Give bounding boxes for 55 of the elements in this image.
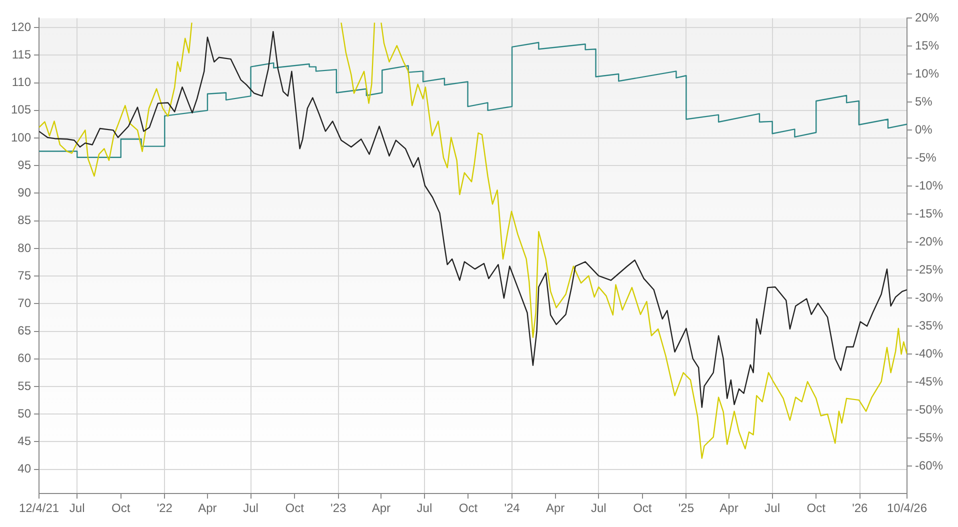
y-tick-label: 95 xyxy=(18,158,32,172)
y2-tick-label: 5% xyxy=(914,94,933,109)
y2-tick-label: 10% xyxy=(914,66,940,81)
y2-tick-label: -45% xyxy=(914,374,944,388)
x-tick-label: 12/4/21 xyxy=(19,501,60,516)
y-tick-label: 75 xyxy=(18,268,32,282)
y2-tick-label: -5% xyxy=(914,150,937,164)
x-tick-label: Jul xyxy=(590,501,606,516)
x-tick-label: '22 xyxy=(156,501,173,516)
y-tick-label: 70 xyxy=(18,296,32,310)
y2-tick-label: -20% xyxy=(914,234,944,248)
x-tick-label: Apr xyxy=(720,501,738,516)
x-tick-label: Oct xyxy=(458,501,478,516)
x-tick-label: Jul xyxy=(764,501,780,516)
x-tick-label: Apr xyxy=(372,501,391,516)
y-tick-label: 105 xyxy=(10,102,32,117)
y2-tick-label: -40% xyxy=(914,346,944,360)
y-tick-label: 60 xyxy=(18,351,32,366)
y2-tick-label: -60% xyxy=(914,458,944,472)
y2-tick-label: 15% xyxy=(914,38,940,53)
y2-tick-label: -55% xyxy=(914,430,944,444)
x-tick-label: Oct xyxy=(285,501,305,516)
x-tick-label: Jul xyxy=(243,501,258,516)
y-tick-label: 115 xyxy=(12,48,32,62)
y2-tick-label: -50% xyxy=(914,402,944,416)
x-tick-label: Oct xyxy=(806,501,826,516)
x-tick-label: '23 xyxy=(330,501,346,516)
x-tick-label: 10/4/26 xyxy=(886,501,928,516)
y-tick-label: 80 xyxy=(18,240,32,255)
x-tick-label: Oct xyxy=(112,501,131,516)
y2-tick-label: -10% xyxy=(914,178,944,192)
y-tick-label: 85 xyxy=(18,213,32,228)
x-tick-label: '24 xyxy=(504,501,520,516)
x-tick-label: Apr xyxy=(546,501,565,516)
y-tick-label: 100 xyxy=(10,130,32,144)
y2-tick-label: -15% xyxy=(914,206,944,220)
y-tick-label: 45 xyxy=(18,434,32,448)
y2-tick-label: -25% xyxy=(914,262,944,276)
y-tick-label: 65 xyxy=(18,324,32,338)
y-tick-label: 40 xyxy=(18,462,32,476)
y-tick-label: 50 xyxy=(18,406,32,420)
y2-tick-label: 20% xyxy=(914,10,940,25)
x-tick-label: Oct xyxy=(633,501,652,516)
x-tick-label: '25 xyxy=(678,501,694,516)
y-tick-label: 90 xyxy=(18,186,32,200)
x-tick-label: Jul xyxy=(69,501,85,516)
x-tick-label: Apr xyxy=(198,501,217,516)
y2-tick-label: 0% xyxy=(914,122,933,137)
x-tick-label: '26 xyxy=(852,501,868,516)
y-tick-label: 120 xyxy=(10,20,32,34)
y2-tick-label: -35% xyxy=(914,318,944,332)
y2-tick-label: -30% xyxy=(914,290,944,304)
y-tick-label: 110 xyxy=(12,75,32,90)
x-tick-label: Jul xyxy=(416,501,432,516)
y-tick-label: 55 xyxy=(18,378,32,393)
